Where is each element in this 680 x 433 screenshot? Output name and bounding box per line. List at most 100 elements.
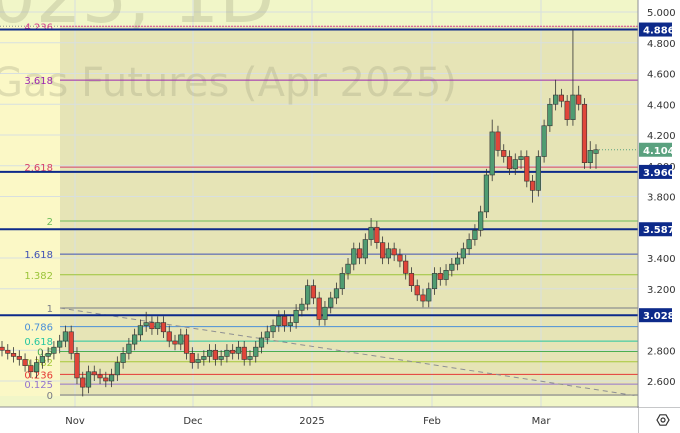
candle bbox=[501, 144, 507, 163]
candle bbox=[68, 325, 74, 360]
fib-label: 0.618 bbox=[24, 337, 53, 348]
candle-body bbox=[454, 257, 461, 265]
candle bbox=[45, 347, 51, 363]
candle-body bbox=[478, 211, 484, 231]
candle bbox=[28, 359, 34, 378]
candle bbox=[207, 344, 213, 363]
candle bbox=[80, 371, 86, 397]
candle-body bbox=[120, 353, 126, 363]
candle-body bbox=[553, 94, 559, 105]
candle bbox=[39, 350, 45, 369]
level-price-label: 3.587 bbox=[643, 225, 675, 236]
candle-body bbox=[80, 377, 86, 388]
level-price-label-bg bbox=[639, 22, 672, 37]
trend-line[interactable] bbox=[59, 307, 639, 397]
candle-body bbox=[501, 150, 507, 157]
candle-body bbox=[178, 334, 184, 345]
candle bbox=[345, 258, 351, 280]
candle bbox=[51, 341, 57, 360]
candle bbox=[195, 353, 201, 369]
candle-body bbox=[16, 356, 22, 360]
candle-body bbox=[512, 159, 518, 170]
candle-body bbox=[287, 322, 293, 326]
candle-body bbox=[524, 156, 530, 182]
settings-gear-icon[interactable] bbox=[656, 414, 670, 426]
candle bbox=[529, 174, 536, 203]
candle bbox=[166, 325, 172, 348]
candle bbox=[593, 144, 599, 169]
candle bbox=[587, 141, 593, 169]
candle bbox=[512, 153, 518, 175]
candle-body bbox=[322, 306, 328, 320]
time-tick: 2025 bbox=[299, 416, 324, 427]
time-axis-ticks: Nov Dec 2025 Feb Mar bbox=[65, 416, 551, 427]
candle-body bbox=[339, 273, 345, 290]
candle bbox=[351, 242, 357, 271]
price-tick: 4.600 bbox=[647, 70, 676, 81]
candle bbox=[10, 347, 17, 363]
price-tick: 4.800 bbox=[647, 39, 676, 50]
candle-body bbox=[397, 254, 403, 262]
candle-body bbox=[547, 103, 553, 127]
candle bbox=[126, 337, 132, 360]
candle-body bbox=[143, 322, 149, 326]
fib-label: 1 bbox=[47, 304, 53, 315]
candle bbox=[478, 205, 484, 237]
candle bbox=[380, 236, 386, 265]
candle bbox=[74, 347, 80, 385]
candle bbox=[553, 79, 559, 111]
candle-body bbox=[489, 131, 495, 176]
price-axis[interactable] bbox=[639, 0, 680, 407]
watermark-symbol: 025, 1D bbox=[0, 0, 274, 39]
time-axis[interactable] bbox=[0, 408, 638, 433]
candle bbox=[16, 350, 22, 366]
fib-label: 0 bbox=[47, 391, 53, 402]
fibonacci-levels[interactable]: 4.236 3.618 2.618 2 1.618 1.382 1 0.786 0.6180.5… bbox=[0, 22, 638, 402]
candle bbox=[183, 328, 190, 360]
candle-body bbox=[310, 285, 317, 299]
candle-body bbox=[10, 353, 17, 357]
candle-body bbox=[39, 356, 45, 363]
candle bbox=[391, 242, 397, 262]
candle bbox=[518, 150, 524, 169]
candle-body bbox=[495, 131, 501, 151]
candle-body bbox=[587, 150, 593, 163]
candle bbox=[535, 150, 541, 197]
candle-body bbox=[431, 273, 438, 290]
watermark-title: Gas Futures (Apr 2025) bbox=[0, 60, 457, 106]
candle bbox=[495, 125, 501, 157]
candle bbox=[57, 334, 63, 354]
candle-body bbox=[408, 273, 415, 286]
candle-body bbox=[466, 239, 472, 250]
candle bbox=[281, 310, 288, 332]
candle-body bbox=[212, 349, 218, 360]
candle bbox=[299, 297, 305, 317]
candle bbox=[34, 356, 40, 378]
candle-body bbox=[51, 346, 57, 354]
fib-label: 2.618 bbox=[24, 163, 53, 174]
candle bbox=[247, 350, 253, 366]
fib-label: 0.125 bbox=[24, 380, 53, 391]
candle bbox=[143, 311, 149, 332]
candle bbox=[287, 316, 293, 332]
candle bbox=[0, 341, 5, 357]
candle-body bbox=[506, 156, 513, 170]
level-price-label: 3.960 bbox=[643, 168, 675, 179]
price-tick: 3.200 bbox=[647, 285, 676, 296]
candle bbox=[443, 264, 449, 286]
candle bbox=[264, 325, 270, 345]
candle bbox=[368, 218, 374, 246]
candle-body bbox=[166, 331, 172, 342]
candle-body bbox=[91, 371, 97, 376]
candle bbox=[385, 242, 391, 265]
candle bbox=[5, 344, 11, 360]
fib-label: 4.236 bbox=[24, 22, 53, 33]
candle bbox=[253, 341, 259, 363]
candle bbox=[472, 224, 478, 246]
candle-body bbox=[108, 374, 115, 382]
candle-body bbox=[114, 362, 120, 376]
candle-body bbox=[172, 340, 178, 345]
candle-body bbox=[564, 100, 570, 120]
candle bbox=[218, 350, 224, 366]
